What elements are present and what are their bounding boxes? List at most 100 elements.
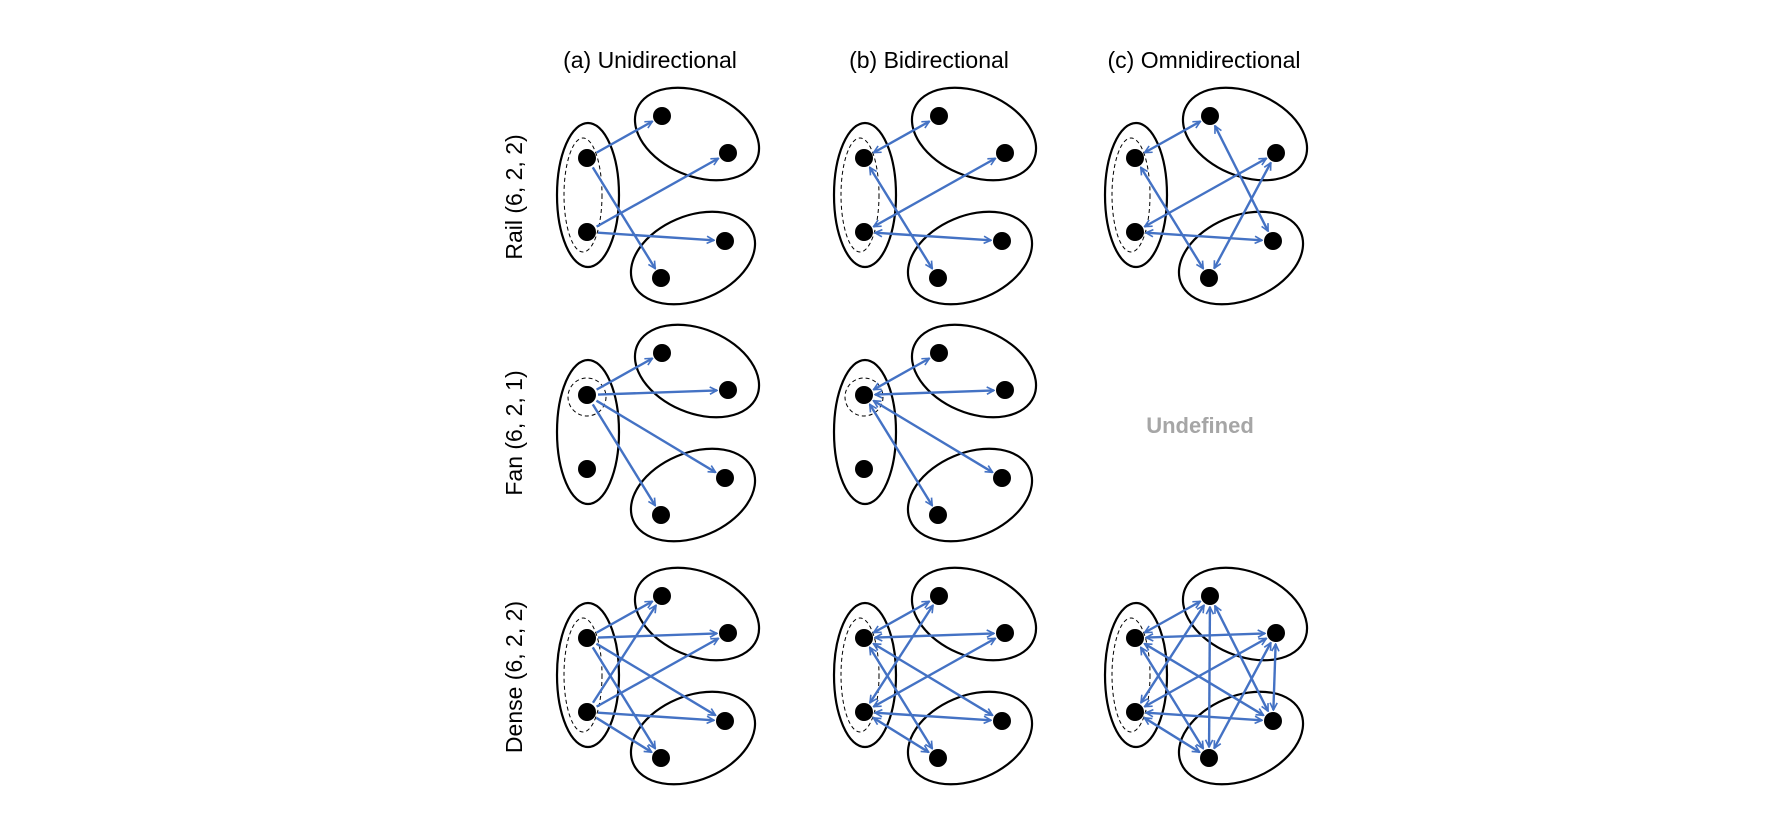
gpu-node bbox=[1264, 712, 1282, 730]
server-group-bottom bbox=[629, 447, 757, 543]
edge-arrow bbox=[868, 404, 934, 505]
gpu-node bbox=[855, 223, 873, 241]
gpu-node bbox=[716, 469, 734, 487]
gpu-node bbox=[993, 469, 1011, 487]
edge-arrow bbox=[1146, 633, 1265, 637]
edge-arrow bbox=[1144, 642, 1263, 717]
server-group-bottom bbox=[906, 690, 1034, 786]
edge-arrow bbox=[596, 357, 653, 391]
edge-arrow bbox=[595, 716, 651, 754]
edge-arrow bbox=[1139, 167, 1205, 268]
edge-arrow bbox=[597, 231, 714, 241]
edge-arrow bbox=[868, 605, 935, 703]
gpu-node bbox=[1126, 149, 1144, 167]
server-group-bottom bbox=[629, 690, 757, 786]
panel-dense-uni bbox=[555, 566, 761, 786]
rail-subgroup-dashed bbox=[563, 617, 603, 733]
server-group-left bbox=[555, 121, 621, 269]
gpu-node bbox=[930, 587, 948, 605]
edge-arrow bbox=[1273, 644, 1275, 710]
edge-arrow bbox=[868, 647, 934, 748]
edge-arrow bbox=[1209, 607, 1210, 747]
edge-arrow bbox=[1146, 233, 1262, 241]
edge-arrow bbox=[1146, 713, 1262, 721]
server-group-top bbox=[1181, 566, 1309, 662]
server-group-left bbox=[555, 358, 621, 506]
server-group-top bbox=[910, 86, 1038, 182]
server-group-top bbox=[633, 86, 761, 182]
edge-arrow bbox=[874, 637, 996, 708]
edge-arrow bbox=[868, 167, 934, 268]
gpu-node bbox=[930, 344, 948, 362]
edge-arrow bbox=[597, 633, 717, 639]
gpu-node bbox=[1201, 107, 1219, 125]
server-group-top bbox=[910, 566, 1038, 662]
gpu-node bbox=[719, 144, 737, 162]
fan-subgroup-dashed bbox=[567, 377, 607, 417]
gpu-node bbox=[1200, 749, 1218, 767]
gpu-node bbox=[653, 587, 671, 605]
edge-arrow bbox=[1139, 647, 1205, 748]
column-title-unidirectional: (a) Unidirectional bbox=[563, 47, 737, 73]
rail-subgroup-dashed bbox=[563, 137, 603, 253]
server-group-bottom bbox=[906, 447, 1034, 543]
edge-arrow bbox=[873, 716, 928, 754]
gpu-node bbox=[1264, 232, 1282, 250]
edge-arrow bbox=[596, 157, 719, 228]
panel-dense-bi bbox=[832, 566, 1038, 786]
gpu-node bbox=[1126, 629, 1144, 647]
edge-arrow bbox=[595, 642, 715, 717]
edge-arrow bbox=[874, 120, 930, 154]
gpu-node bbox=[578, 629, 596, 647]
gpu-node bbox=[578, 703, 596, 721]
gpu-node bbox=[996, 624, 1014, 642]
gpu-node bbox=[1126, 703, 1144, 721]
edge-arrow bbox=[873, 399, 992, 474]
row-title-fan: Fan (6, 2, 1) bbox=[501, 370, 527, 495]
edge-arrow bbox=[591, 403, 657, 505]
edge-arrow bbox=[1139, 605, 1206, 703]
server-group-bottom bbox=[906, 210, 1034, 306]
column-title-bidirectional: (b) Bidirectional bbox=[849, 47, 1009, 73]
server-group-top bbox=[633, 566, 761, 662]
row-title-rail: Rail (6, 2, 2) bbox=[501, 134, 527, 259]
edge-arrow bbox=[597, 711, 714, 721]
edge-arrow bbox=[1145, 600, 1201, 634]
gpu-node bbox=[652, 269, 670, 287]
edge-arrow bbox=[596, 637, 719, 708]
panel-rail-bi bbox=[832, 86, 1038, 306]
gpu-node bbox=[653, 344, 671, 362]
gpu-node bbox=[855, 629, 873, 647]
edge-arrow bbox=[591, 166, 657, 268]
panel-fan-uni bbox=[555, 323, 761, 543]
column-title-omnidirectional: (c) Omnidirectional bbox=[1108, 47, 1301, 73]
gpu-node bbox=[652, 749, 670, 767]
edge-arrow bbox=[874, 357, 930, 391]
gpu-node bbox=[996, 381, 1014, 399]
server-group-bottom bbox=[1177, 210, 1305, 306]
server-group-bottom bbox=[629, 210, 757, 306]
edge-arrow bbox=[596, 600, 653, 634]
gpu-node bbox=[855, 149, 873, 167]
edge-arrow bbox=[875, 713, 991, 721]
edge-arrow bbox=[873, 642, 992, 717]
gpu-node bbox=[1267, 144, 1285, 162]
panel-fan-bi bbox=[832, 323, 1038, 543]
edge-arrow bbox=[595, 399, 715, 474]
edge-arrow bbox=[596, 120, 653, 154]
undefined-cell-label: Undefined bbox=[1146, 413, 1254, 438]
gpu-node bbox=[1200, 269, 1218, 287]
edge-arrow bbox=[1145, 120, 1201, 154]
server-group-top bbox=[1181, 86, 1309, 182]
row-title-dense: Dense (6, 2, 2) bbox=[501, 601, 527, 753]
panel-rail-uni bbox=[555, 86, 761, 306]
gpu-node bbox=[855, 386, 873, 404]
edge-arrow bbox=[1144, 716, 1199, 754]
gpu-node bbox=[1267, 624, 1285, 642]
gpu-node bbox=[929, 749, 947, 767]
gpu-node bbox=[855, 460, 873, 478]
edge-arrow bbox=[1213, 643, 1272, 749]
gpu-node bbox=[930, 107, 948, 125]
gpu-node bbox=[719, 381, 737, 399]
